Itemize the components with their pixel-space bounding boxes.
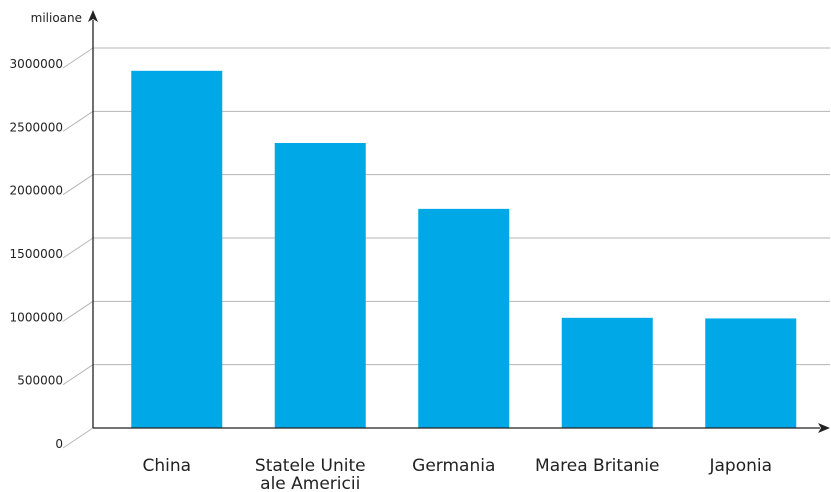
y-tick-label: 500000	[17, 374, 63, 388]
grid-diagonal	[62, 300, 94, 322]
y-tick-labels: 0 500000 1000000 1500000 2000000 2500000 30000…	[10, 57, 63, 451]
x-tick-label: Germania	[412, 456, 495, 476]
y-tick-label: 3000000	[10, 57, 63, 71]
grid-diagonal	[62, 47, 94, 69]
y-tick-label: 0	[55, 437, 63, 451]
grid-diagonal	[62, 174, 94, 196]
grid-diagonal	[62, 237, 94, 259]
y-tick-label: 2000000	[10, 184, 63, 198]
y-tick-label: 1000000	[10, 310, 63, 324]
bar	[274, 143, 366, 428]
bar	[418, 208, 510, 428]
axes: milioane	[31, 10, 830, 433]
y-tick-label: 2500000	[10, 120, 63, 134]
x-axis-arrow-icon	[818, 423, 830, 433]
x-tick-label: Statele Unite	[255, 456, 366, 476]
bar	[705, 318, 797, 428]
x-tick-label: China	[142, 456, 191, 476]
x-tick-label: Marea Britanie	[535, 456, 659, 476]
grid-diagonal	[62, 110, 94, 132]
bar	[561, 317, 653, 428]
bars	[131, 70, 797, 429]
grid-diagonal	[62, 364, 94, 386]
y-axis-title: milioane	[31, 11, 82, 25]
y-axis-arrow-icon	[88, 10, 98, 22]
grid-diagonal	[62, 427, 94, 449]
x-tick-label: ale Americii	[260, 474, 360, 492]
x-tick-label: Japonia	[708, 456, 772, 476]
bar	[131, 70, 223, 429]
y-tick-label: 1500000	[10, 247, 63, 261]
